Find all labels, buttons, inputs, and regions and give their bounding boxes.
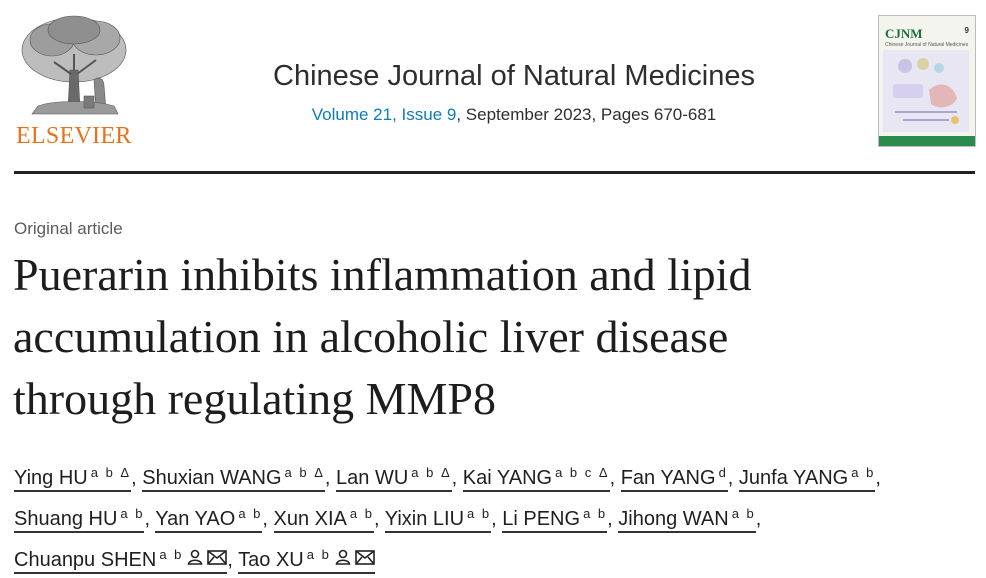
author: Kai YANG a b c Δ, — [462, 465, 621, 492]
author-name: Ying HU — [14, 467, 88, 489]
person-icon — [335, 541, 351, 577]
article-title-line: accumulation in alcoholic liver disease — [13, 311, 729, 362]
author-affiliation-marks: d — [718, 465, 728, 480]
author-name-link[interactable]: Kai YANG a b c Δ — [462, 465, 610, 492]
author: Junfa YANG a b, — [738, 465, 881, 492]
author-name-link[interactable]: Lan WU a b Δ — [336, 465, 452, 492]
journal-cover-image[interactable]: CJNM 9 Chinese Journal of Natural Medici… — [878, 15, 976, 147]
article-type: Original article — [14, 219, 123, 238]
author-affiliation-marks: a b c Δ — [555, 465, 610, 480]
author-name: Xun XIA — [273, 508, 347, 530]
author-affiliation-marks: a b Δ — [90, 465, 132, 480]
author-affiliation-marks: a b — [583, 506, 608, 521]
volume-issue-link[interactable]: Volume 21, Issue 9 — [311, 105, 457, 124]
author-separator: , — [875, 467, 881, 489]
author-separator: , — [324, 467, 337, 489]
author-name: Shuxian WANG — [142, 467, 282, 489]
author: Jihong WAN a b, — [618, 506, 762, 533]
journal-meta: Volume 21, Issue 9, September 2023, Page… — [214, 105, 814, 125]
author: Xun XIA a b, — [273, 506, 385, 533]
author-affiliation-marks: a b — [467, 506, 492, 521]
author-name: Tao XU — [238, 549, 304, 571]
journal-header: ELSEVIER Chinese Journal of Natural Medi… — [14, 10, 976, 174]
cover-issue-number: 9 — [964, 26, 969, 35]
author-separator: , — [144, 508, 156, 530]
author-affiliation-marks: a b Δ — [284, 465, 325, 480]
journal-info: Chinese Journal of Natural Medicines Vol… — [214, 60, 814, 125]
author: Ying HU a b Δ, — [14, 465, 143, 492]
author-name: Lan WU — [336, 467, 409, 489]
author-name-link[interactable]: Shuxian WANG a b Δ — [142, 465, 325, 492]
author: Shuang HU a b, — [14, 506, 156, 533]
publisher-logo[interactable]: ELSEVIER — [14, 10, 134, 150]
author-separator: , — [607, 508, 619, 530]
cover-diagram-icon — [893, 58, 959, 124]
author-affiliation-marks: a b — [306, 547, 331, 562]
article-title-line: through regulating MMP8 — [13, 373, 496, 424]
author-affiliation-marks: a b Δ — [411, 465, 452, 480]
journal-title-link[interactable]: Chinese Journal of Natural Medicines — [273, 60, 755, 92]
author-name-link[interactable]: Junfa YANG a b — [738, 465, 876, 492]
email-icon — [207, 541, 228, 577]
author-affiliation-marks: a b — [851, 465, 876, 480]
author-name: Kai YANG — [462, 467, 553, 489]
author-name-link[interactable]: Yixin LIU a b — [384, 506, 492, 533]
author: Tao XU a b — [238, 547, 375, 574]
author-separator: , — [451, 467, 463, 489]
author-name: Chuanpu SHEN — [14, 549, 157, 571]
author: Fan YANG d, — [620, 465, 739, 492]
article-title-line: Puerarin inhibits inflammation and lipid — [13, 249, 752, 300]
publication-details: , September 2023, Pages 670-681 — [456, 105, 717, 124]
author-affiliation-marks: a b — [731, 506, 756, 521]
author-name: Shuang HU — [14, 508, 118, 530]
author-separator: , — [227, 549, 239, 571]
author-separator: , — [491, 508, 503, 530]
author-name-link[interactable]: Li PENG a b — [502, 506, 608, 533]
author-separator: , — [373, 508, 385, 530]
author-name-link[interactable]: Chuanpu SHEN a b — [14, 547, 228, 574]
person-icon — [187, 541, 203, 577]
author-affiliation-marks: a b — [238, 506, 263, 521]
author-separator: , — [609, 467, 621, 489]
tree-logo-icon — [21, 15, 127, 115]
author-name: Junfa YANG — [738, 467, 849, 489]
author-name: Jihong WAN — [618, 508, 729, 530]
author-name-link[interactable]: Jihong WAN a b — [618, 506, 756, 533]
author-name: Li PENG — [502, 508, 581, 530]
author: Yan YAO a b, — [155, 506, 274, 533]
author-separator: , — [727, 467, 739, 489]
author-name-link[interactable]: Ying HU a b Δ — [14, 465, 132, 492]
author-affiliation-marks: a b — [120, 506, 145, 521]
author-name: Yixin LIU — [384, 508, 465, 530]
cover-artwork — [883, 50, 969, 132]
author: Shuxian WANG a b Δ, — [142, 465, 337, 492]
header-divider — [14, 171, 975, 174]
author: Li PENG a b, — [502, 506, 619, 533]
publisher-name: ELSEVIER — [16, 123, 132, 149]
author-name: Yan YAO — [155, 508, 236, 530]
author-separator: , — [131, 467, 143, 489]
author-name-link[interactable]: Shuang HU a b — [14, 506, 145, 533]
author-affiliation-marks: a b — [159, 547, 184, 562]
cover-subtitle: Chinese Journal of Natural Medicines — [885, 42, 969, 48]
article-title: Puerarin inhibits inflammation and lipid… — [13, 244, 973, 430]
email-icon — [355, 541, 375, 577]
author: Yixin LIU a b, — [384, 506, 503, 533]
author-separator: , — [755, 508, 762, 530]
author-list: Ying HU a b Δ, Shuxian WANG a b Δ, Lan WU a… — [14, 455, 979, 578]
author-name-link[interactable]: Fan YANG d — [620, 465, 728, 492]
author-name-link[interactable]: Yan YAO a b — [155, 506, 263, 533]
cover-abbreviation: CJNM — [885, 26, 923, 41]
author-name-link[interactable]: Tao XU a b — [238, 547, 375, 574]
author-affiliation-marks: a b — [349, 506, 374, 521]
author-separator: , — [262, 508, 274, 530]
author-name-link[interactable]: Xun XIA a b — [273, 506, 374, 533]
author: Lan WU a b Δ, — [336, 465, 463, 492]
author-name: Fan YANG — [620, 467, 716, 489]
cover-band — [879, 136, 975, 146]
author: Chuanpu SHEN a b, — [14, 547, 239, 574]
